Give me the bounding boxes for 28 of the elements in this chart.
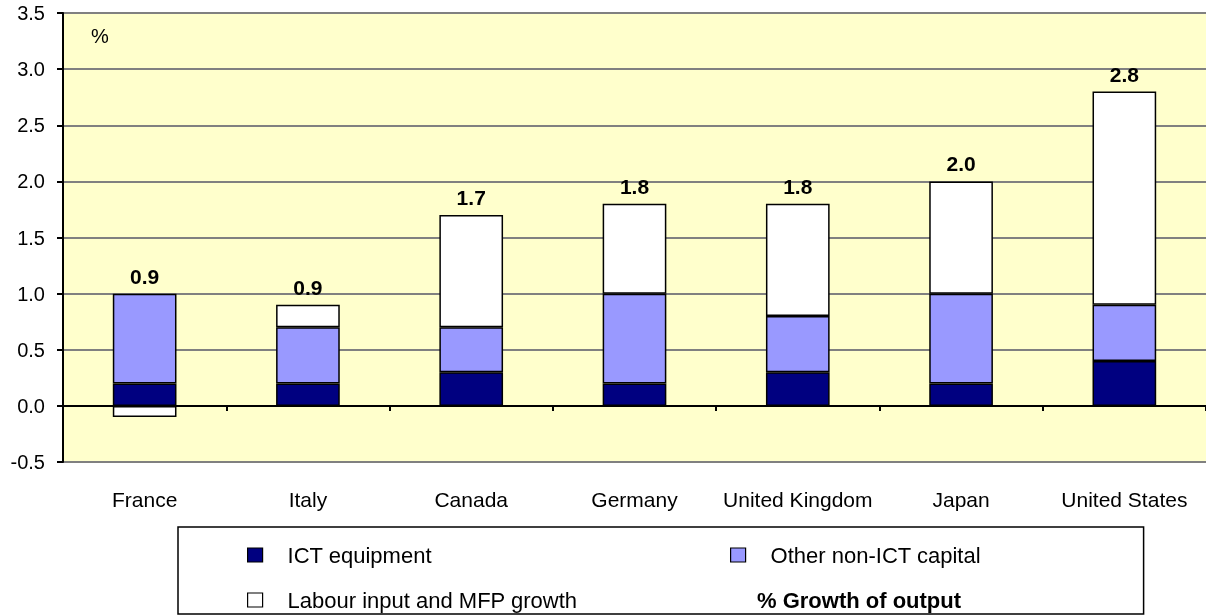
- x-tick-label: Canada: [434, 488, 509, 511]
- y-tick-label: -0.5: [10, 451, 45, 473]
- y-axis-title: %: [91, 25, 109, 47]
- text: % Growth of output: [757, 587, 962, 613]
- y-tick-label: 2.0: [17, 170, 45, 193]
- legend-label: Other non-ICT capital: [770, 542, 981, 568]
- x-tick-label: Germany: [591, 488, 679, 511]
- total-label: 0.9: [293, 275, 323, 299]
- x-tick-label: United Kingdom: [723, 488, 873, 511]
- y-tick-label: 1.0: [17, 282, 45, 305]
- y-tick-label: 0.5: [17, 338, 45, 361]
- y-tick-label: 2.5: [17, 114, 45, 137]
- x-tick-label: Japan: [932, 488, 990, 511]
- x-tick-label: France: [111, 488, 178, 511]
- legend-label: ICT equipment: [287, 542, 432, 568]
- y-tick-label: 1.5: [17, 226, 45, 249]
- total-label: 2.0: [946, 152, 976, 176]
- total-label: 2.8: [1109, 62, 1140, 86]
- total-label: 1.7: [456, 186, 486, 210]
- y-tick-label: 0.0: [17, 394, 45, 417]
- y-tick-label: 3.0: [17, 58, 45, 81]
- x-tick-label: Italy: [288, 488, 328, 511]
- total-label: 1.8: [783, 174, 813, 198]
- legend-label: Labour input and MFP growth: [287, 587, 578, 613]
- total-label: 1.8: [619, 174, 650, 198]
- y-tick-label: 3.5: [17, 2, 45, 24]
- x-tick-label: United States: [1061, 488, 1188, 511]
- total-label: 0.9: [130, 264, 160, 288]
